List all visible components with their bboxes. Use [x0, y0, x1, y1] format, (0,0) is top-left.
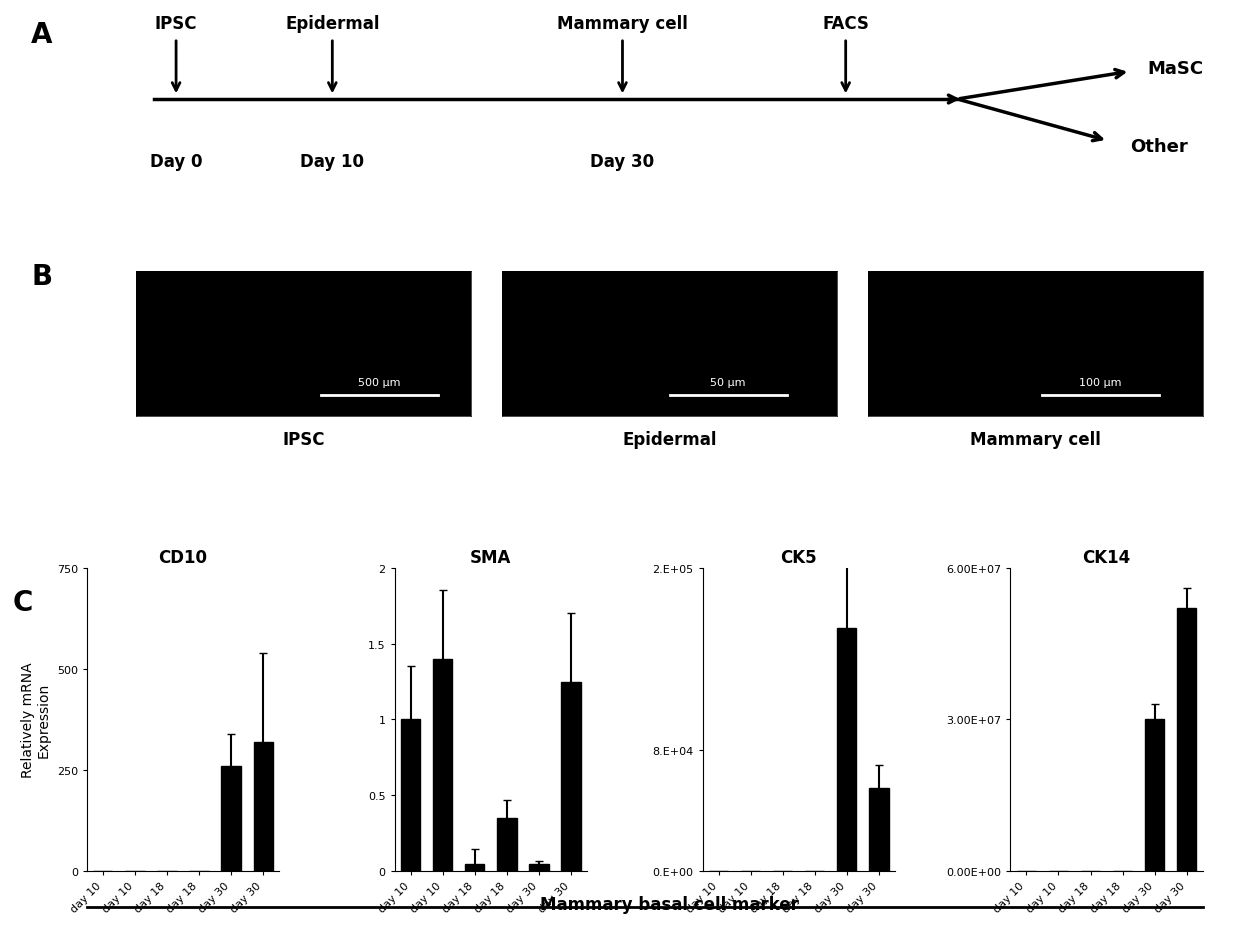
Title: CD10: CD10: [159, 549, 207, 566]
Text: 500 μm: 500 μm: [358, 377, 401, 387]
Text: Mammary basal cell marker: Mammary basal cell marker: [541, 895, 799, 913]
Bar: [562, 681, 580, 871]
Bar: [1145, 719, 1164, 871]
Bar: [253, 742, 273, 871]
Text: Epidermal: Epidermal: [285, 16, 379, 33]
Text: C: C: [12, 589, 32, 616]
Bar: [837, 629, 857, 871]
Text: Other: Other: [1131, 138, 1188, 156]
Title: CK14: CK14: [1083, 549, 1131, 566]
Text: B: B: [31, 262, 52, 290]
Bar: [869, 788, 889, 871]
Title: CK5: CK5: [780, 549, 817, 566]
Bar: [465, 864, 485, 871]
Text: A: A: [31, 21, 52, 49]
Text: 50 μm: 50 μm: [711, 377, 746, 387]
Text: IPSC: IPSC: [155, 16, 197, 33]
Text: Day 30: Day 30: [590, 153, 655, 171]
Bar: [497, 819, 517, 871]
Text: Mammary cell: Mammary cell: [557, 16, 688, 33]
Text: Day 0: Day 0: [150, 153, 202, 171]
Text: FACS: FACS: [822, 16, 869, 33]
Title: SMA: SMA: [470, 549, 512, 566]
Text: Mammary cell: Mammary cell: [970, 431, 1101, 449]
Bar: [401, 719, 420, 871]
Bar: [222, 767, 241, 871]
Text: MaSC: MaSC: [1147, 60, 1203, 79]
Bar: [529, 864, 548, 871]
Bar: [1177, 608, 1197, 871]
Bar: [433, 659, 453, 871]
Text: Day 10: Day 10: [300, 153, 365, 171]
Text: IPSC: IPSC: [283, 431, 325, 449]
Y-axis label: Relatively mRNA
Expression: Relatively mRNA Expression: [21, 662, 51, 778]
Text: Epidermal: Epidermal: [622, 431, 717, 449]
Text: 100 μm: 100 μm: [1080, 377, 1122, 387]
